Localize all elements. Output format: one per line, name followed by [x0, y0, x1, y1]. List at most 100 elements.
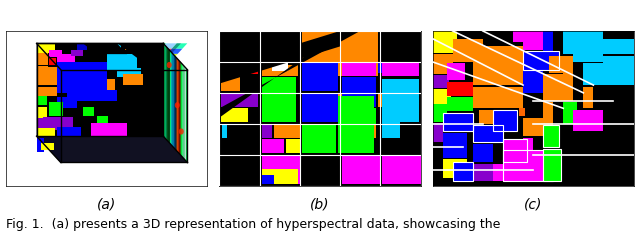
Polygon shape [168, 49, 170, 144]
Bar [543, 125, 559, 147]
Bar [262, 155, 300, 184]
Polygon shape [182, 64, 183, 158]
Bar [523, 118, 553, 136]
Polygon shape [109, 54, 125, 59]
Bar [523, 51, 559, 69]
Bar [244, 63, 258, 74]
Polygon shape [164, 45, 166, 139]
Bar [36, 57, 47, 65]
Bar [36, 53, 47, 65]
Polygon shape [58, 43, 86, 69]
Bar [523, 31, 547, 50]
Polygon shape [67, 43, 82, 49]
Bar [36, 118, 47, 131]
Bar [302, 77, 336, 91]
Ellipse shape [175, 102, 180, 108]
Polygon shape [84, 59, 99, 64]
Text: (a): (a) [97, 198, 116, 212]
Text: (c): (c) [524, 198, 542, 212]
Bar [43, 117, 73, 130]
Polygon shape [119, 43, 134, 49]
Polygon shape [166, 46, 167, 140]
Polygon shape [56, 43, 71, 49]
Bar [123, 74, 143, 85]
Bar [604, 87, 634, 108]
Bar [503, 150, 553, 181]
Polygon shape [136, 49, 151, 54]
Bar [107, 79, 115, 90]
Polygon shape [157, 49, 172, 54]
Bar [573, 110, 604, 131]
Bar [342, 155, 380, 184]
Bar [443, 159, 467, 178]
Bar [57, 54, 75, 62]
Bar [342, 63, 376, 76]
Bar [433, 89, 451, 104]
Polygon shape [185, 67, 186, 161]
Polygon shape [46, 54, 61, 59]
Bar [302, 108, 336, 122]
Polygon shape [174, 55, 175, 149]
Polygon shape [36, 136, 188, 163]
Polygon shape [117, 43, 163, 77]
Bar [36, 91, 47, 105]
Bar [97, 44, 121, 50]
Bar [302, 127, 336, 153]
Polygon shape [57, 54, 72, 59]
Bar [49, 102, 63, 116]
Bar [49, 50, 61, 57]
Bar [262, 80, 296, 107]
Bar [302, 63, 338, 91]
Bar [262, 169, 298, 184]
Polygon shape [68, 64, 84, 69]
Bar [221, 155, 260, 184]
Bar [262, 65, 298, 76]
Ellipse shape [166, 62, 172, 68]
Bar [97, 116, 108, 124]
Polygon shape [172, 43, 188, 49]
Polygon shape [52, 59, 67, 64]
Bar [262, 77, 296, 122]
Bar [433, 31, 457, 53]
Bar [433, 104, 447, 122]
Bar [382, 63, 419, 76]
Bar [447, 82, 473, 96]
Polygon shape [178, 60, 179, 154]
Bar [378, 64, 417, 73]
Bar [543, 74, 573, 101]
Polygon shape [163, 54, 178, 59]
Polygon shape [115, 59, 131, 64]
Polygon shape [121, 43, 149, 69]
Polygon shape [131, 54, 146, 59]
Bar [593, 31, 634, 54]
Bar [262, 156, 298, 184]
Bar [543, 102, 553, 124]
Bar [452, 39, 483, 62]
Polygon shape [167, 48, 168, 142]
Bar [493, 110, 517, 131]
Bar [543, 149, 561, 181]
Bar [543, 125, 559, 147]
Polygon shape [67, 54, 83, 59]
Polygon shape [94, 59, 109, 64]
Bar [523, 51, 559, 69]
Bar [91, 123, 127, 136]
Bar [583, 63, 614, 85]
Bar [473, 125, 503, 142]
Bar [342, 124, 376, 138]
Bar [125, 44, 139, 50]
Bar [382, 155, 420, 184]
Polygon shape [163, 43, 164, 138]
Polygon shape [90, 43, 118, 69]
Polygon shape [121, 64, 136, 69]
Polygon shape [99, 54, 115, 59]
Bar [433, 123, 443, 142]
Polygon shape [73, 59, 88, 64]
Polygon shape [147, 59, 163, 64]
Bar [543, 149, 561, 181]
Polygon shape [78, 54, 93, 59]
Bar [262, 124, 272, 138]
Bar [563, 56, 573, 77]
Polygon shape [36, 64, 52, 69]
Bar [221, 63, 244, 74]
